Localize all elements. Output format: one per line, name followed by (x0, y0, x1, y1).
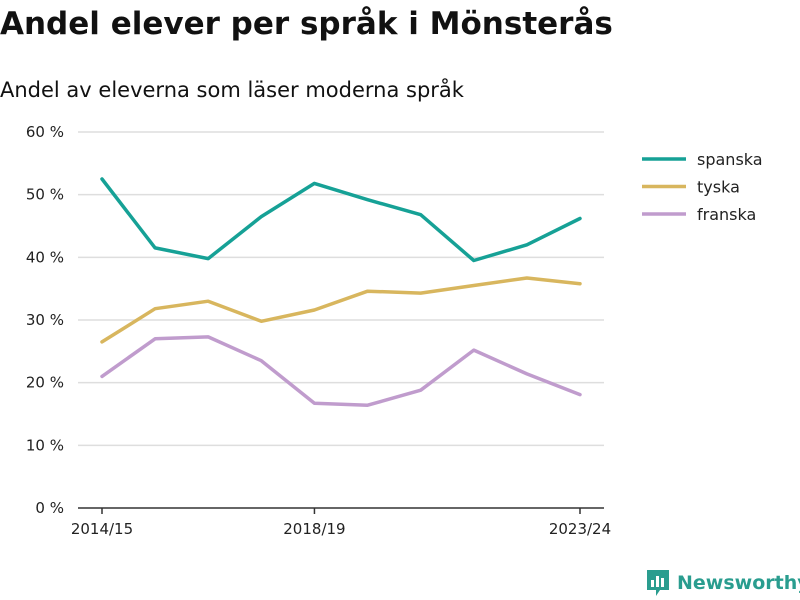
series-line-spanska (100, 177, 582, 263)
chart-title: Andel elever per språk i Mönsterås (0, 6, 613, 42)
legend-label-tyska: tyska (697, 178, 740, 197)
x-tick-label: 2018/19 (283, 520, 345, 538)
x-tick-label: 2023/24 (549, 520, 611, 538)
legend-label-spanska: spanska (697, 150, 763, 169)
series-lines (100, 177, 582, 407)
y-tick-label: 10 % (26, 436, 64, 454)
y-tick-label: 0 % (35, 499, 64, 517)
legend-label-franska: franska (697, 205, 756, 224)
brand-name: Newsworthy (677, 572, 800, 594)
chart-subtitle: Andel av eleverna som läser moderna språ… (0, 78, 464, 102)
series-line-tyska (100, 276, 582, 344)
axes: 0 % 10 % 20 % 30 % 40 % 50 % 60 % 2014/15 2018/1… (26, 123, 611, 538)
newsworthy-brand: Newsworthy (645, 568, 800, 598)
y-tick-label: 50 % (26, 186, 64, 204)
x-tick-label: 2014/15 (71, 520, 133, 538)
legend: spanska tyska franska (642, 150, 763, 224)
grid-lines (78, 131, 604, 447)
y-tick-label: 20 % (26, 374, 64, 392)
newsworthy-logo-icon (647, 570, 669, 596)
y-tick-label: 40 % (26, 248, 64, 266)
series-line-franska (100, 335, 582, 407)
y-tick-label: 60 % (26, 123, 64, 141)
y-tick-label: 30 % (26, 311, 64, 329)
